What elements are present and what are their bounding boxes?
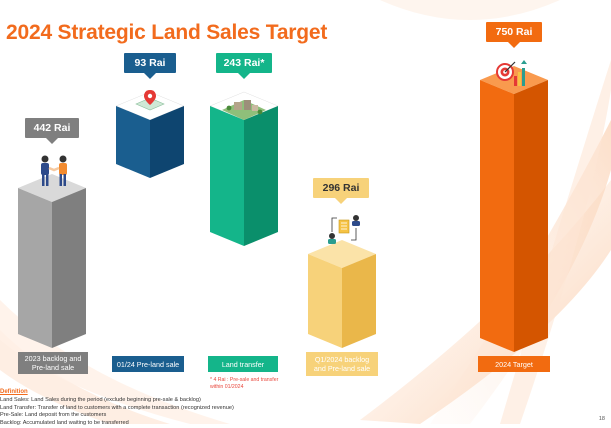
definition-line: Backlog: Accumulated land waiting to be … [0,420,129,427]
column-bar-backlog [18,174,86,348]
map-pin-icon [135,90,165,111]
value-callout-750: 750 Rai [486,22,542,48]
handshake-icon [41,155,67,186]
definition-line: Land Sales: Land Sales during the period… [0,396,201,403]
value-callout-93: 93 Rai [124,53,176,79]
definitions-block: Definition Land Sales: Land Sales during… [0,389,234,428]
land-plot-icon [222,100,266,120]
column-label-2024-target: 2024 Target [478,356,550,372]
definition-line: Land Transfer: Transfer of land to custo… [0,404,234,411]
page-title: 2024 Strategic Land Sales Target [6,21,328,44]
target-chart-icon [496,60,527,86]
column-label-land-transfer: Land transfer [208,356,278,372]
definition-line: Pre-Sale: Land deposit from the customer… [0,412,107,419]
column-label-q1-pre-land-sale: 01/24 Pre-land sale [112,356,184,372]
document-exchange-icon [328,215,360,244]
column-bar-2024-target [480,66,548,352]
column-bar-q1-backlog [308,240,376,348]
value-callout-243: 243 Rai* [216,53,272,79]
definitions-heading: Definition [0,389,28,395]
value-callout-296: 296 Rai [313,178,369,204]
value-callout-442: 442 Rai [25,118,79,144]
column-label-backlog: 2023 backlog and Pre-land sale [18,352,88,374]
footnote-land-transfer: * 4 Rai : Pre-sale and transfer within 0… [210,377,279,390]
page-number: 18 [598,416,605,422]
column-label-q1-backlog: Q1/2024 backlog and Pre-land sale [306,352,378,376]
